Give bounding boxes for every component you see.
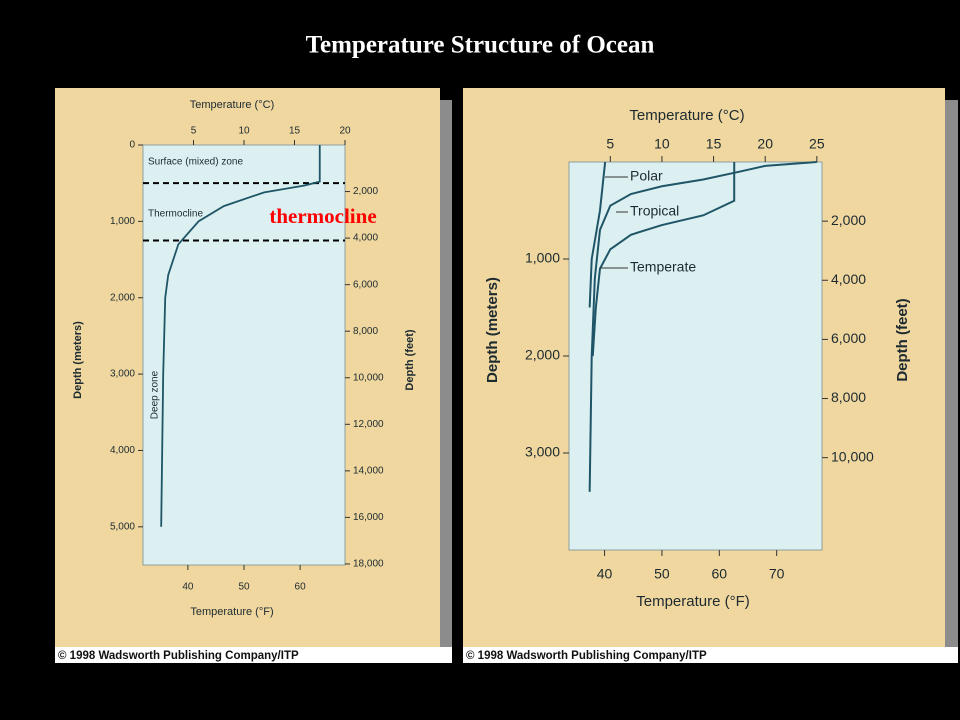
y2-tick-label: 8,000 <box>831 389 866 405</box>
x-tick-label: 25 <box>809 136 825 152</box>
credit: © 1998 Wadsworth Publishing Company/ITP <box>466 650 707 662</box>
credit: © 1998 Wadsworth Publishing Company/ITP <box>58 650 299 662</box>
panel-shadow <box>440 100 452 648</box>
x2-tick-label: 60 <box>295 582 307 593</box>
x-tick-label: 5 <box>606 136 614 152</box>
x-tick-label: 10 <box>238 126 250 137</box>
y2-tick-label: 12,000 <box>353 419 384 430</box>
depth-profile <box>588 161 607 308</box>
depth-profile <box>588 161 817 492</box>
y-axis-title: Depth (meters) <box>72 321 84 399</box>
y2-tick-label: 2,000 <box>831 212 866 228</box>
x-tick-label: 5 <box>191 126 197 137</box>
y-tick-label: 1,000 <box>525 250 560 266</box>
y2-axis-title: Depth (feet) <box>894 298 911 381</box>
highlight-label: thermocline <box>269 204 376 228</box>
y2-axis-title: Depth (feet) <box>404 329 416 390</box>
x-tick-label: 15 <box>706 136 722 152</box>
x2-tick-label: 70 <box>769 566 785 582</box>
y-tick-label: 3,000 <box>525 444 560 460</box>
credit-strip <box>55 647 452 663</box>
zone-label: Surface (mixed) zone <box>148 157 243 168</box>
x-tick-label: 20 <box>757 136 773 152</box>
plot-area <box>142 144 346 566</box>
depth-profile <box>160 145 321 527</box>
x2-axis-title: Temperature (°F) <box>190 606 273 618</box>
y2-tick-label: 6,000 <box>831 330 866 346</box>
y2-tick-label: 6,000 <box>353 279 378 290</box>
y2-tick-label: 8,000 <box>353 326 378 337</box>
y-axis-title: Depth (meters) <box>484 277 501 383</box>
y2-tick-label: 2,000 <box>353 186 378 197</box>
x-tick-label: 15 <box>289 126 301 137</box>
y-tick-label: 2,000 <box>525 347 560 363</box>
y-tick-label: 1,000 <box>110 216 135 227</box>
slide-title: Temperature Structure of Ocean <box>306 32 655 59</box>
depth-profile <box>591 162 736 357</box>
y-tick-label: 2,000 <box>110 292 135 303</box>
x-tick-label: 20 <box>339 126 351 137</box>
series-label: Temperate <box>630 259 696 275</box>
y-tick-label: 5,000 <box>110 521 135 532</box>
panel-shadow <box>945 100 958 648</box>
y2-tick-label: 16,000 <box>353 512 384 523</box>
x-axis-title: Temperature (°C) <box>190 99 274 111</box>
x2-tick-label: 50 <box>654 566 670 582</box>
series-label: Polar <box>630 168 663 184</box>
credit-strip <box>463 647 958 663</box>
y-tick-label: 4,000 <box>110 445 135 456</box>
x2-tick-label: 40 <box>182 582 194 593</box>
y-tick-label: 0 <box>129 140 135 151</box>
zone-label: Thermocline <box>148 209 203 220</box>
zone-label: Deep zone <box>150 370 161 419</box>
y2-tick-label: 10,000 <box>831 448 874 464</box>
y2-tick-label: 14,000 <box>353 465 384 476</box>
y2-tick-label: 4,000 <box>831 271 866 287</box>
series-label: Tropical <box>630 203 679 219</box>
x2-tick-label: 40 <box>597 566 613 582</box>
y2-tick-label: 4,000 <box>353 233 378 244</box>
y-tick-label: 3,000 <box>110 369 135 380</box>
x2-tick-label: 50 <box>238 582 250 593</box>
x-axis-title: Temperature (°C) <box>629 107 744 124</box>
x2-axis-title: Temperature (°F) <box>636 593 750 610</box>
plot-area <box>568 161 823 551</box>
y2-tick-label: 10,000 <box>353 372 384 383</box>
y2-tick-label: 18,000 <box>353 559 384 570</box>
x-tick-label: 10 <box>654 136 670 152</box>
x2-tick-label: 60 <box>712 566 728 582</box>
